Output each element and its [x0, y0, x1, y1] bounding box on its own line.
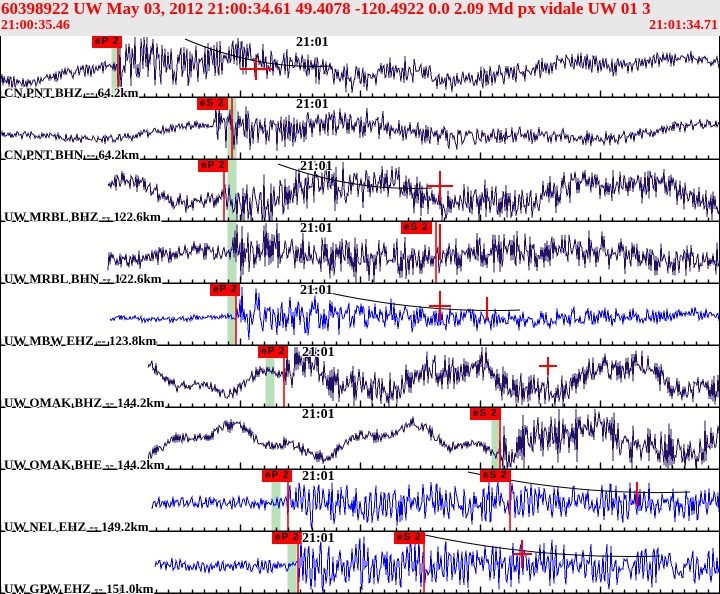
trace-row[interactable]: eS 2 21:01 CN PNT BHN -- 64.2km [0, 98, 720, 160]
time-tick-label: 21:01 [300, 222, 333, 236]
phase-pick-label[interactable]: eP 2 [262, 470, 293, 482]
phase-pick-label[interactable]: eP 2 [258, 346, 289, 358]
phase-pick-label[interactable]: eP 2 [92, 36, 123, 48]
phase-pick-label[interactable]: eP 2 [272, 532, 303, 544]
phase-pick-label[interactable]: eS 2 [197, 98, 228, 110]
phase-pick-label[interactable]: eP 2 [198, 160, 229, 172]
trace-row[interactable]: eP 2 21:01 CN PNT BHZ -- 64.2km [0, 36, 720, 98]
time-tick-label: 21:01 [302, 408, 335, 422]
channel-label: UW OMAK BHE -- 144.2km [4, 457, 165, 470]
time-tick-label: 21:01 [302, 532, 335, 546]
trace-row[interactable]: eS 2 21:01 UW MRBL BHN -- 122.6km [0, 222, 720, 284]
time-tick-label: 21:01 [296, 98, 329, 112]
trace-row[interactable]: eP 2 21:01 UW OMAK BHZ -- 144.2km [0, 346, 720, 408]
channel-label: UW MRBL BHN -- 122.6km [4, 271, 162, 284]
phase-pick-label[interactable]: eS 2 [394, 532, 425, 544]
channel-label: UW OMAK BHZ -- 144.2km [4, 395, 165, 408]
header-bar: 60398922 UW May 03, 2012 21:00:34.61 49.… [0, 0, 720, 36]
phase-pick-label[interactable]: eP 2 [210, 284, 241, 296]
trace-row[interactable]: eP 2 21:01 UW MBW EHZ -- 123.8km [0, 284, 720, 346]
event-header-title: 60398922 UW May 03, 2012 21:00:34.61 49.… [1, 0, 651, 18]
phase-pick-label[interactable]: eS 2 [480, 470, 511, 482]
channel-label: UW GPW EHZ -- 151.0km [4, 581, 154, 594]
time-tick-label: 21:01 [302, 346, 335, 360]
channel-label: UW NEL EHZ -- 149.2km [4, 519, 149, 532]
channel-label: UW MRBL BHZ -- 122.6km [4, 209, 161, 222]
trace-rows-container: eP 2 21:01 CN PNT BHZ -- 64.2km eS 2 21:01 CN… [0, 36, 720, 594]
time-tick-label: 21:01 [302, 470, 335, 484]
window-end-time: 21:01:34.71 [649, 18, 718, 33]
trace-row[interactable]: eP 2 21:01 UW MRBL BHZ -- 122.6km [0, 160, 720, 222]
time-tick-label: 21:01 [296, 36, 329, 50]
trace-row[interactable]: eP 2 eS 2 21:01 UW NEL EHZ -- 149.2km [0, 470, 720, 532]
time-tick-label: 21:01 [300, 160, 333, 174]
channel-label: CN PNT BHN -- 64.2km [4, 147, 140, 160]
window-start-time: 21:00:35.46 [1, 18, 70, 33]
trace-row[interactable]: eS 2 21:01 UW OMAK BHE -- 144.2km [0, 408, 720, 470]
trace-row[interactable]: eP 2 eS 2 21:01 UW GPW EHZ -- 151.0km [0, 532, 720, 594]
phase-pick-label[interactable]: eS 2 [470, 408, 501, 420]
channel-label: UW MBW EHZ -- 123.8km [4, 333, 157, 346]
phase-pick-label[interactable]: eS 2 [401, 222, 432, 234]
channel-label: CN PNT BHZ -- 64.2km [4, 85, 139, 98]
time-tick-label: 21:01 [300, 284, 333, 298]
